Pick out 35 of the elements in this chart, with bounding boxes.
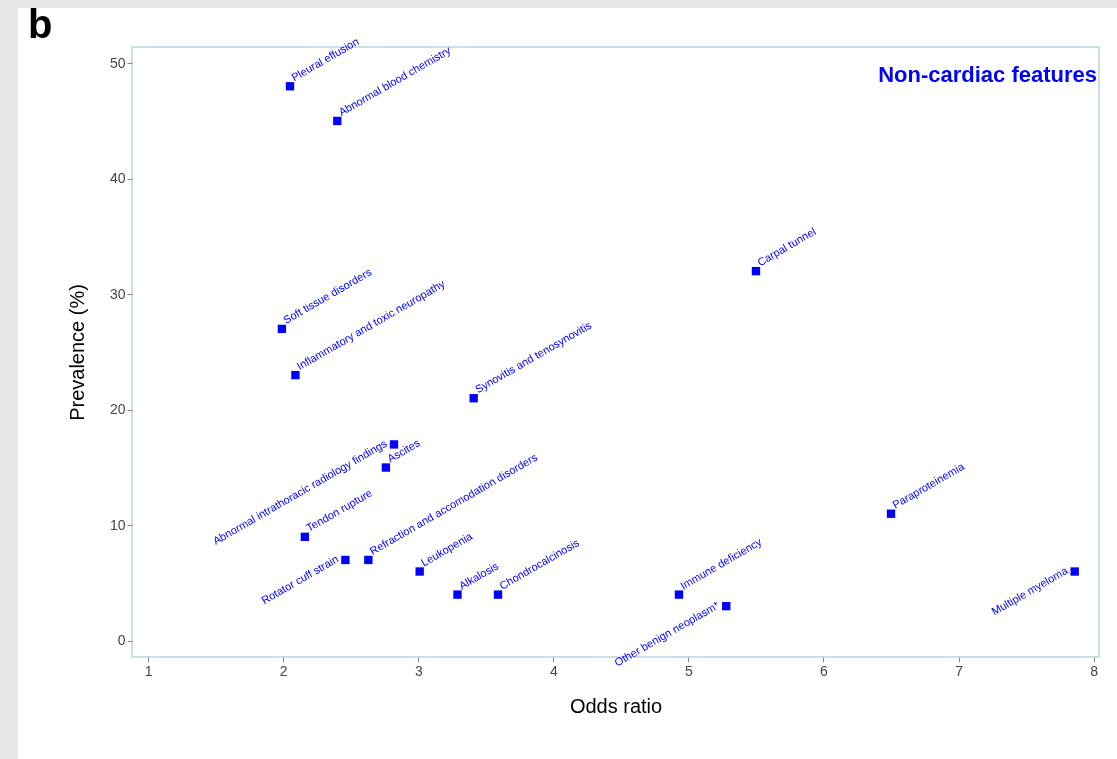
x-axis-title: Odds ratio [569,694,663,717]
point [341,555,350,565]
point [453,590,462,599]
y-tick-label: 20 [109,401,126,418]
y-tick-label: 0 [117,632,126,649]
point [381,463,391,472]
point [469,394,478,403]
point [333,116,342,126]
point [722,601,731,611]
y-axis-title: Prevalence (%) [65,284,88,421]
y-tick-label: 30 [109,285,126,302]
x-tick-label: 2 [279,662,288,679]
point [300,532,310,542]
point [751,266,761,276]
text: Non-cardiac features [878,62,1097,87]
x-tick-label: 1 [144,662,153,679]
x-tick-label: 4 [549,662,558,679]
x-tick-label: 7 [955,662,964,679]
point [291,370,300,380]
point [493,590,503,599]
y-tick-label: 40 [109,170,126,187]
point [674,590,684,599]
point [415,567,424,576]
point [285,82,295,91]
text: b [28,2,53,47]
x-tick-label: 3 [414,662,423,679]
point [886,509,896,518]
y-tick-label: 50 [109,54,126,71]
x-tick-label: 6 [820,662,829,679]
y-tick-label: 10 [109,516,126,533]
point [364,555,373,565]
point [277,324,287,334]
point [1070,567,1079,576]
x-tick-label: 5 [685,662,694,679]
x-tick-label: 8 [1090,662,1099,679]
